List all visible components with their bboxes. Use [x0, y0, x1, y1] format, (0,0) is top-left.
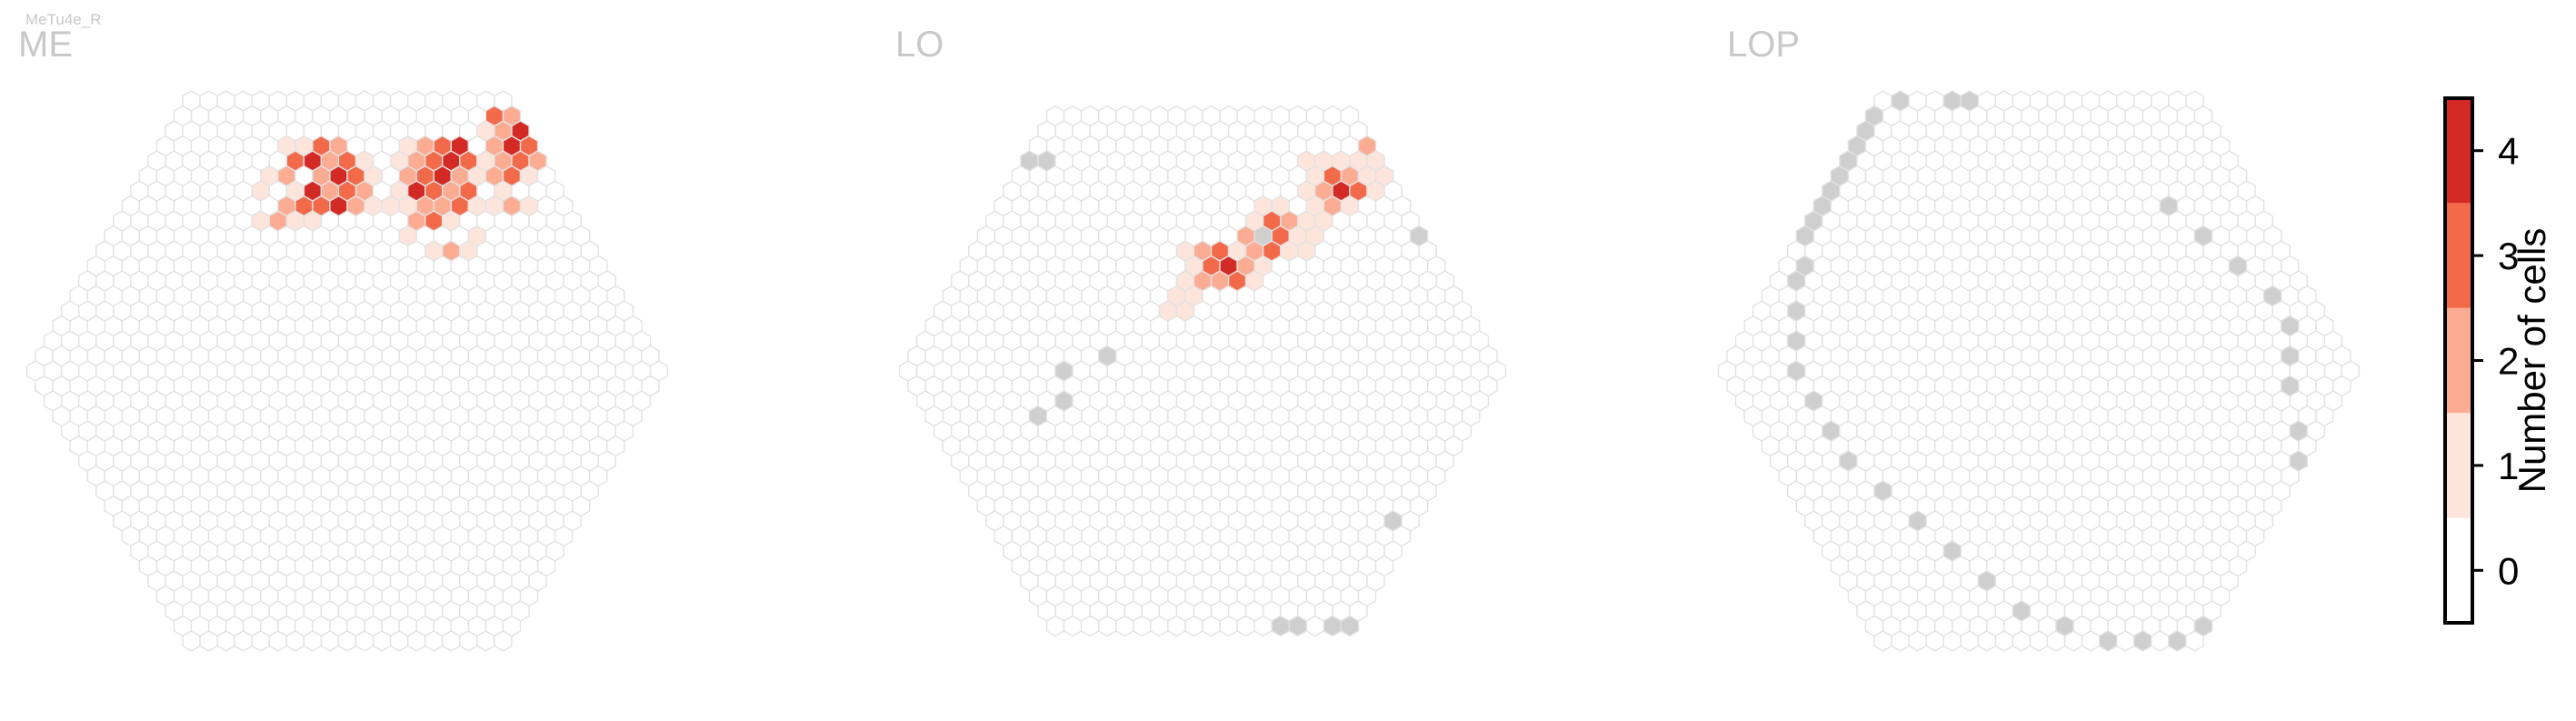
cell-type-label: MeTu4e_R [25, 11, 101, 28]
hex-cell [649, 360, 669, 382]
colorbar-tick-label: 3 [2498, 235, 2519, 277]
hex-grid-me [25, 90, 669, 652]
panel-lop: LOP [1717, 25, 2361, 652]
colorbar-band [2445, 413, 2472, 518]
colorbar-tick-label: 0 [2498, 549, 2519, 592]
colorbar-tick-label: 1 [2498, 445, 2519, 487]
colorbar-bands [2445, 98, 2472, 623]
panel-me: ME [18, 25, 669, 652]
panel-title-lo: LO [895, 25, 944, 65]
hex-cell [2341, 360, 2361, 382]
colorbar-band [2445, 203, 2472, 308]
colorbar-tick-label: 4 [2498, 130, 2519, 173]
hex-grid-lo [898, 105, 1507, 637]
colorbar-band [2445, 98, 2472, 204]
colorbar: 0 1 2 3 4 Number of cells [2443, 96, 2553, 625]
hex-grid-lop [1717, 90, 2361, 652]
panel-title-lop: LOP [1727, 25, 1800, 65]
panel-title-me: ME [18, 25, 73, 65]
colorbar-band [2445, 307, 2472, 414]
panel-lo: LO [895, 25, 1507, 637]
colorbar-tick-label: 2 [2498, 340, 2519, 383]
colorbar-ticks: 0 1 2 3 4 [2472, 130, 2519, 592]
colorbar-band [2445, 517, 2472, 623]
colorbar-label: Number of cells [2511, 228, 2553, 494]
hex-cell [1487, 360, 1507, 382]
